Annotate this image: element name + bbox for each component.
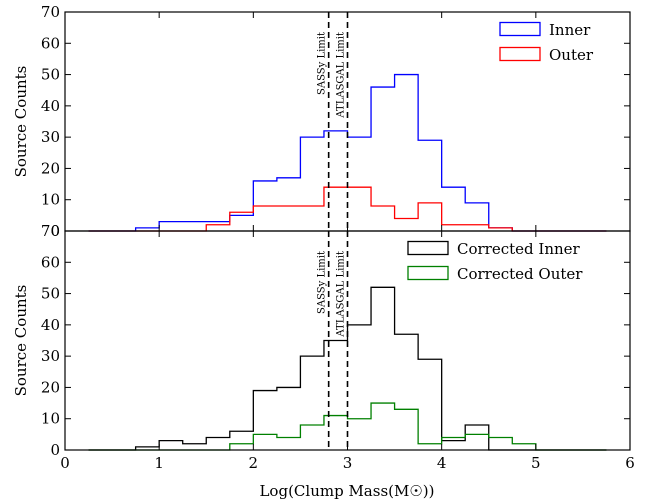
bottom-legend-swatch-corrected-inner: [407, 240, 449, 256]
bottom-xtick-label: 5: [531, 454, 541, 472]
top-ytick-label: 10: [41, 191, 60, 209]
top-ytick-label: 0: [50, 222, 60, 240]
top-ytick-label: 30: [41, 128, 60, 146]
top-ytick-label: 70: [41, 3, 60, 21]
top-ytick-label: 40: [41, 97, 60, 115]
bottom-y-axis-label: Source Counts: [12, 285, 30, 397]
bottom-ytick-label: 10: [41, 410, 60, 428]
bottom-ytick-label: 50: [41, 285, 60, 303]
top-legend-label-inner: Inner: [549, 21, 591, 39]
bottom-legend-label-corrected-inner: Corrected Inner: [457, 240, 581, 258]
bottom-panel: SASSy Limit ATLASGAL Limit010203040506070…: [12, 222, 635, 472]
bottom-vline-label-sassy-limit: SASSy Limit: [317, 251, 328, 314]
bottom-xtick-label: 4: [437, 454, 447, 472]
bottom-xtick-label: 1: [154, 454, 164, 472]
bottom-series-corrected-inner: [88, 286, 607, 451]
bottom-ytick-label: 40: [41, 316, 60, 334]
bottom-xtick-label: 2: [249, 454, 259, 472]
top-ytick-label: 50: [41, 66, 60, 84]
top-vline-label-sassy-limit: SASSy Limit: [317, 32, 328, 95]
bottom-ytick-label: 60: [41, 253, 60, 271]
top-y-axis-label: Source Counts: [12, 66, 30, 178]
bottom-vline-label-atlasgal-limit: ATLASGAL Limit: [336, 251, 347, 338]
bottom-legend-swatch-corrected-outer: [407, 265, 449, 281]
bottom-ytick-label: 0: [50, 441, 60, 459]
bottom-legend-label-corrected-outer: Corrected Outer: [457, 265, 583, 283]
bottom-xtick-label: 3: [343, 454, 353, 472]
top-ytick-label: 20: [41, 159, 60, 177]
top-vline-label-atlasgal-limit: ATLASGAL Limit: [336, 32, 347, 119]
bottom-xtick-label: 0: [60, 454, 70, 472]
top-panel: SASSy Limit ATLASGAL Limit 0 10 20 30 40 50 60 70…: [12, 3, 631, 240]
bottom-ytick-label: 30: [41, 347, 60, 365]
bottom-ytick-label: 70: [41, 222, 60, 240]
top-legend-swatch-inner: [499, 21, 541, 37]
top-legend-label-outer: Outer: [549, 46, 594, 64]
x-axis-label: Log(Clump Mass(M☉)): [259, 482, 434, 500]
bottom-ytick-label: 20: [41, 378, 60, 396]
top-ytick-label: 60: [41, 34, 60, 52]
top-series-outer: [88, 186, 607, 232]
bottom-xtick-label: 6: [625, 454, 635, 472]
top-legend-swatch-outer: [499, 46, 541, 62]
